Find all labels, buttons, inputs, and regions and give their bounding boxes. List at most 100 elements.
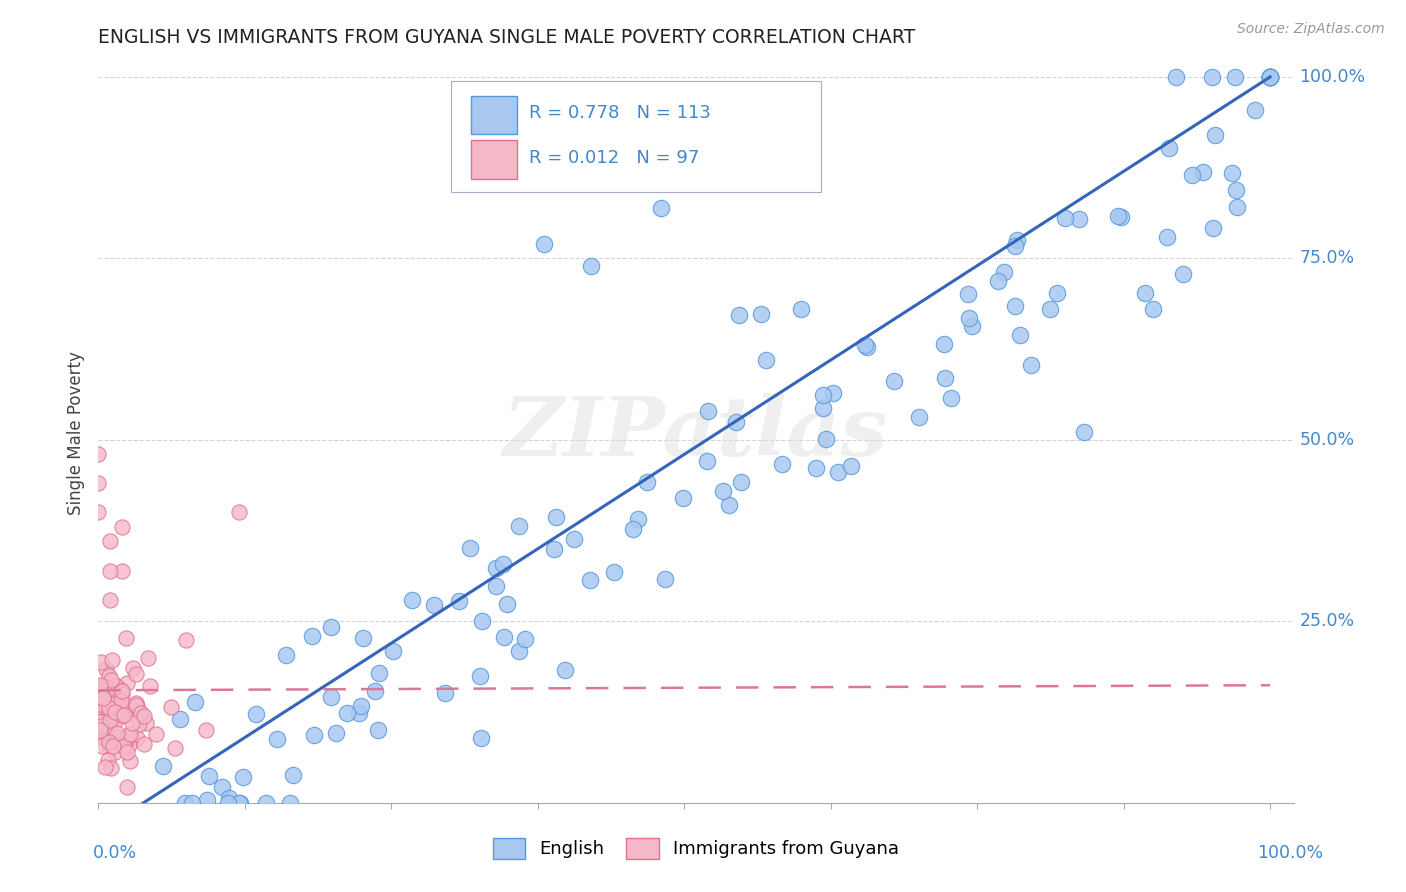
Point	[1204, 128, 1226, 143]
Point	[129, 706, 152, 720]
Point	[727, 308, 749, 322]
Point	[364, 683, 387, 698]
Point	[1258, 70, 1281, 84]
Point	[125, 696, 148, 710]
Point	[91, 690, 114, 705]
Point	[1053, 211, 1076, 225]
Point	[110, 684, 132, 698]
Point	[730, 475, 752, 490]
Point	[447, 594, 470, 608]
Text: 0.0%: 0.0%	[93, 844, 136, 862]
Point	[87, 506, 110, 520]
Point	[132, 709, 155, 723]
Point	[100, 673, 122, 688]
Point	[1191, 165, 1213, 179]
Point	[195, 792, 218, 806]
Point	[118, 739, 141, 753]
Point	[1109, 210, 1132, 224]
Point	[508, 518, 530, 533]
Point	[89, 687, 111, 701]
Point	[115, 745, 138, 759]
Point	[650, 201, 672, 215]
Point	[853, 338, 876, 352]
Point	[839, 458, 862, 473]
Point	[132, 737, 155, 751]
Point	[883, 374, 905, 388]
Text: R = 0.778   N = 113: R = 0.778 N = 113	[529, 104, 710, 122]
Point	[103, 697, 125, 711]
FancyBboxPatch shape	[471, 140, 517, 178]
Point	[579, 259, 602, 273]
Point	[434, 686, 457, 700]
Point	[1008, 328, 1031, 343]
Point	[211, 780, 233, 794]
Point	[110, 694, 132, 708]
Point	[111, 687, 134, 701]
Point	[93, 707, 115, 722]
Point	[544, 510, 567, 524]
Point	[1073, 425, 1095, 439]
Point	[711, 483, 734, 498]
Point	[117, 729, 139, 743]
Point	[181, 796, 204, 810]
Legend: English, Immigrants from Guyana: English, Immigrants from Guyana	[488, 832, 904, 864]
Point	[368, 666, 391, 681]
Point	[515, 632, 537, 647]
Point	[89, 723, 111, 738]
Point	[89, 677, 111, 691]
Point	[120, 754, 142, 768]
Point	[111, 564, 134, 578]
Point	[1223, 70, 1246, 84]
Point	[124, 698, 146, 712]
Point	[115, 733, 138, 747]
Point	[468, 668, 491, 682]
Point	[139, 679, 162, 693]
Point	[111, 734, 134, 748]
Point	[349, 706, 371, 721]
Point	[993, 265, 1015, 279]
Point	[654, 572, 676, 586]
Point	[1258, 70, 1281, 84]
Point	[90, 679, 112, 693]
Point	[89, 697, 111, 711]
Point	[578, 573, 600, 587]
Point	[352, 631, 374, 645]
Point	[636, 475, 658, 489]
Point	[1069, 212, 1091, 227]
Point	[627, 512, 650, 526]
Point	[496, 597, 519, 611]
Point	[232, 770, 254, 784]
Point	[281, 768, 304, 782]
Point	[1004, 299, 1026, 313]
Point	[115, 780, 138, 794]
Point	[245, 706, 267, 721]
Point	[1019, 358, 1042, 372]
Point	[485, 561, 508, 575]
Point	[104, 745, 127, 759]
Text: 25.0%: 25.0%	[1299, 612, 1354, 631]
Point	[1258, 70, 1281, 84]
Point	[319, 620, 342, 634]
Point	[229, 796, 252, 810]
Text: 50.0%: 50.0%	[1299, 431, 1354, 449]
Point	[103, 739, 125, 753]
Point	[111, 683, 134, 698]
Point	[107, 681, 129, 696]
Point	[218, 790, 240, 805]
Point	[195, 723, 218, 737]
Point	[87, 698, 110, 712]
Point	[136, 651, 159, 665]
Point	[112, 739, 135, 753]
Point	[104, 679, 127, 693]
Point	[470, 731, 492, 746]
Point	[718, 498, 741, 512]
Point	[165, 741, 187, 756]
Point	[492, 557, 515, 571]
Point	[174, 632, 197, 647]
Point	[197, 769, 219, 783]
Point	[115, 706, 138, 720]
Text: 100.0%: 100.0%	[1257, 844, 1323, 862]
Text: Source: ZipAtlas.com: Source: ZipAtlas.com	[1237, 22, 1385, 37]
Point	[87, 447, 110, 461]
Y-axis label: Single Male Poverty: Single Male Poverty	[66, 351, 84, 515]
